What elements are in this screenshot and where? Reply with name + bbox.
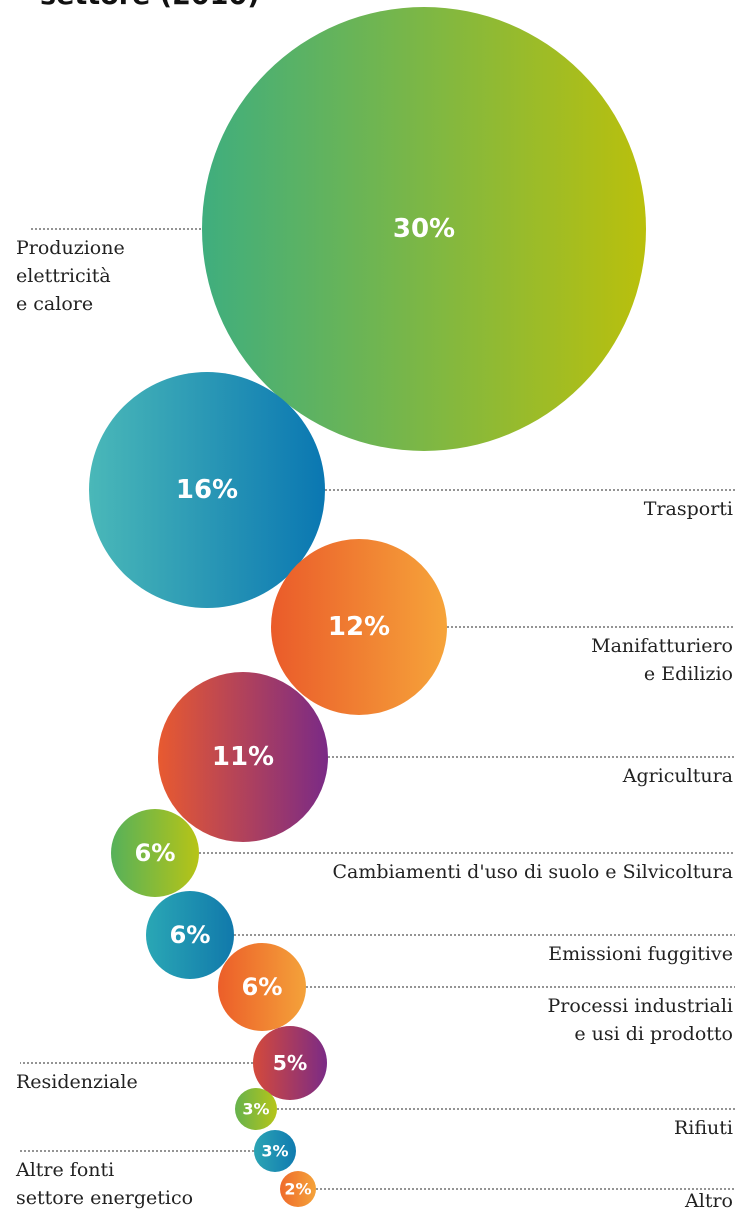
- bubble: [158, 672, 328, 842]
- bubble-value-label: 2%: [284, 1180, 311, 1199]
- bubbles: 30% Produzione elettricità e calore 16% Trasp…: [15, 7, 735, 1212]
- category-label: Agricultura: [622, 765, 733, 787]
- bubble-value-label: 6%: [169, 921, 210, 949]
- bubble: [202, 7, 646, 451]
- bubble-value-label: 12%: [328, 612, 390, 642]
- bubble-value-label: 6%: [134, 839, 175, 867]
- category-label: settore energetico: [16, 1187, 193, 1209]
- category-label: Altre fonti: [15, 1159, 114, 1181]
- bubble: [235, 1088, 277, 1130]
- bubble-value-label: 11%: [212, 742, 274, 772]
- category-label: elettricità: [16, 265, 111, 287]
- category-label: Produzione: [16, 237, 125, 259]
- bubble-value-label: 5%: [273, 1051, 308, 1075]
- category-label: e usi di prodotto: [574, 1023, 733, 1045]
- bubble-value-label: 30%: [393, 214, 455, 244]
- bubble-value-label: 6%: [241, 973, 282, 1001]
- bubble: [271, 539, 447, 715]
- bubble: [89, 372, 325, 608]
- category-label: Trasporti: [644, 498, 733, 520]
- category-label: e Edilizio: [644, 663, 733, 685]
- bubble-value-label: 3%: [242, 1100, 269, 1119]
- bubble: [253, 1026, 327, 1100]
- bubble: [218, 943, 306, 1031]
- chart-title: settore (2010): [40, 0, 260, 11]
- bubble-value-label: 16%: [176, 475, 238, 505]
- category-label: Altro: [684, 1190, 733, 1212]
- bubble: [280, 1171, 316, 1207]
- category-label: Manifatturiero: [591, 635, 733, 657]
- bubble: [111, 809, 199, 897]
- bubble: [146, 891, 234, 979]
- category-label: Emissioni fuggitive: [548, 943, 733, 965]
- bubble-value-label: 3%: [261, 1142, 288, 1161]
- category-label: e calore: [16, 293, 93, 315]
- bubble: [254, 1130, 296, 1172]
- category-label: Cambiamenti d'uso di suolo e Silvicoltur…: [332, 861, 733, 883]
- category-label: Processi industriali: [547, 995, 733, 1017]
- category-label: Rifiuti: [674, 1117, 733, 1139]
- category-label: Residenziale: [16, 1071, 138, 1093]
